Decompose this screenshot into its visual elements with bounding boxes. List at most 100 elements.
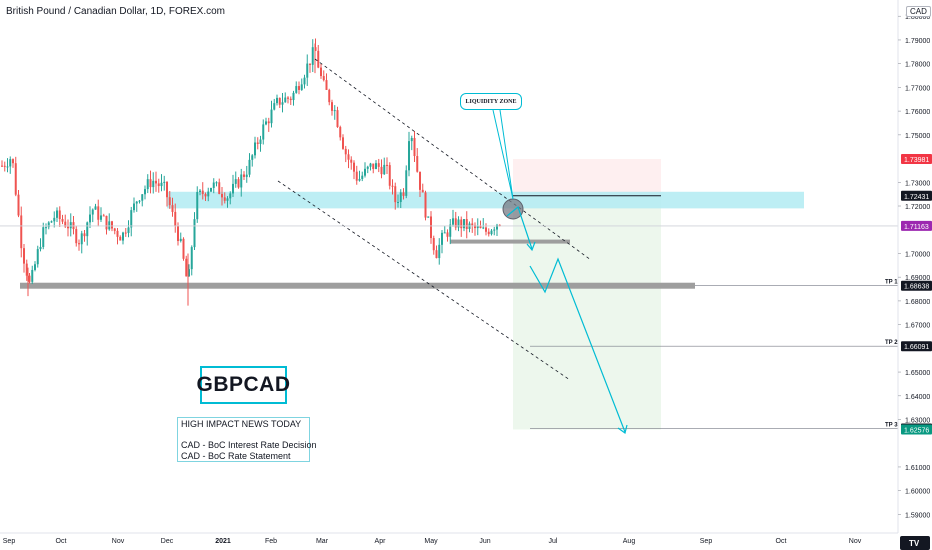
candle-body [155, 180, 157, 184]
y-tick-label: 1.78000 [905, 62, 930, 69]
news-line [181, 430, 306, 441]
y-tick-label: 1.77000 [905, 85, 930, 92]
candle-body [6, 166, 9, 168]
candle-body [498, 224, 501, 226]
candle-body [248, 159, 251, 175]
y-tick-label: 1.69000 [905, 275, 930, 282]
x-tick-label: Mar [316, 538, 329, 545]
candle-body [325, 80, 328, 90]
candle-body [243, 174, 245, 177]
candle-body [347, 154, 350, 160]
candle-body [443, 232, 446, 234]
candle-body [105, 215, 108, 230]
candle-body [270, 109, 273, 124]
candle-body [42, 227, 45, 247]
candle-body [146, 179, 149, 190]
candle-body [23, 248, 25, 264]
liquidity-zone [167, 191, 804, 209]
candle-body [372, 163, 375, 169]
candle-body [281, 102, 284, 105]
candle-body [12, 159, 14, 164]
candle-body [487, 231, 490, 235]
candle-body [14, 163, 17, 195]
profit-zone [513, 195, 661, 430]
candle-body [86, 222, 89, 237]
candle-body [479, 226, 482, 229]
price-label-text: 1.66091 [904, 344, 929, 351]
candle-body [471, 223, 474, 226]
x-tick-label: Sep [3, 538, 16, 545]
candle-body [284, 97, 287, 103]
news-line: HIGH IMPACT NEWS TODAY [181, 419, 302, 429]
y-tick-label: 1.64000 [905, 394, 930, 401]
candle-body [432, 238, 435, 251]
liquidity-circle [502, 198, 524, 220]
candle-body [419, 171, 421, 190]
candle-body [89, 214, 91, 223]
currency-button[interactable]: CAD [906, 6, 931, 17]
candle-body [111, 221, 113, 229]
symbol-text: GBPCAD [196, 373, 291, 396]
candle-body [259, 139, 262, 144]
candles-layer [1, 38, 501, 306]
candle-body [278, 97, 281, 105]
candle-body [91, 209, 94, 215]
candle-body [39, 246, 42, 250]
candle-body [413, 137, 416, 157]
candle-body [116, 230, 119, 237]
candle-body [166, 181, 168, 198]
candle-body [97, 206, 100, 220]
support-zone [20, 282, 695, 289]
candle-body [457, 219, 460, 228]
candle-body [124, 232, 127, 234]
candle-body [438, 244, 441, 259]
news-box: HIGH IMPACT NEWS TODAY CAD - BoC Interes… [177, 417, 317, 462]
candle-body [402, 192, 405, 196]
x-tick-label: 2021 [215, 538, 231, 545]
candle-body [256, 142, 259, 144]
candle-body [47, 222, 50, 228]
y-tick-label: 1.75000 [905, 133, 930, 140]
candle-body [218, 182, 221, 194]
y-tick-label: 1.68000 [905, 299, 930, 306]
candle-body [482, 227, 485, 229]
target-label: TP 2 [885, 340, 898, 346]
candle-body [449, 224, 452, 237]
candle-body [152, 180, 155, 188]
candle-body [380, 166, 383, 175]
candle-body [83, 233, 86, 237]
candle-body [322, 76, 325, 81]
candle-body [163, 181, 166, 183]
y-tick-label: 1.63000 [905, 418, 930, 425]
candle-body [144, 189, 146, 195]
x-tick-label: Jun [479, 538, 490, 545]
candle-body [212, 182, 215, 188]
x-tick-label: Nov [112, 538, 125, 545]
candle-body [188, 269, 190, 277]
candle-body [254, 142, 256, 156]
candle-body [262, 124, 265, 140]
news-line: CAD - BoC Rate Statement [181, 450, 291, 461]
y-tick-label: 1.76000 [905, 109, 930, 116]
candle-body [267, 121, 270, 124]
candle-body [174, 211, 177, 226]
stop-zone [513, 159, 661, 196]
candle-body [119, 236, 122, 241]
candle-body [328, 89, 331, 103]
candle-body [452, 218, 454, 225]
candle-body [446, 232, 449, 237]
candle-body [298, 86, 300, 90]
candle-body [465, 219, 468, 229]
y-tick-label: 1.70000 [905, 251, 930, 258]
candle-body [122, 232, 124, 241]
logo-box [900, 536, 930, 550]
candle-body [342, 137, 344, 149]
candle-body [245, 174, 248, 177]
y-tick-label: 1.60000 [905, 489, 930, 496]
candle-body [234, 179, 237, 184]
candle-body [141, 194, 144, 201]
candle-body [333, 110, 336, 112]
candle-body [50, 221, 53, 223]
price-label-box [901, 280, 932, 291]
